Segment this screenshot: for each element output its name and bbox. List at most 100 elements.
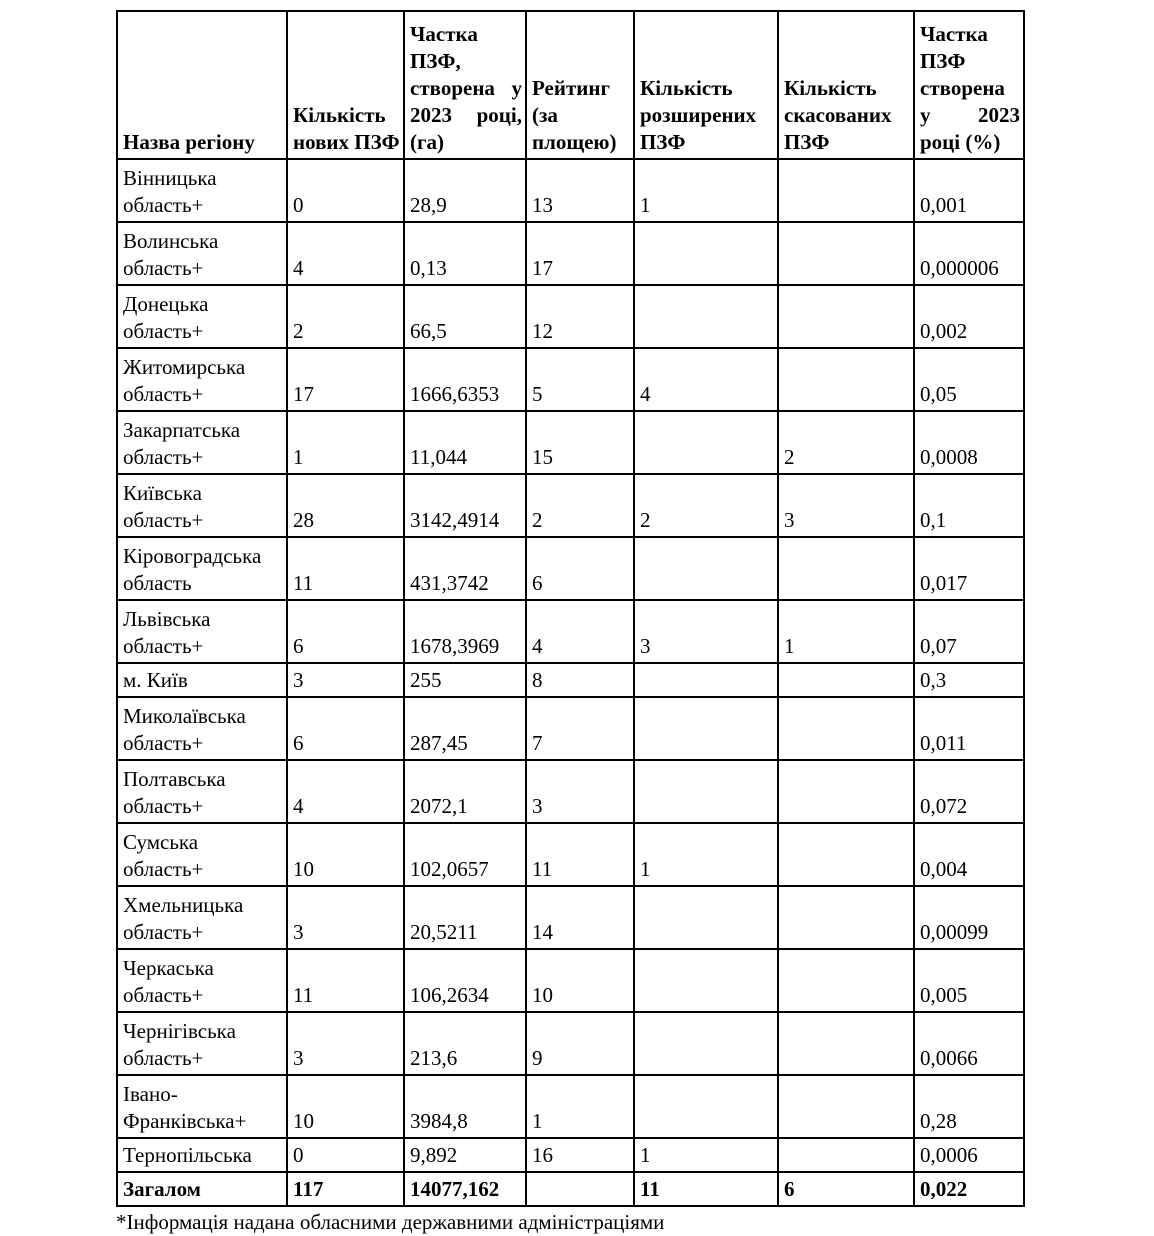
cell-share-percent: 0,00099 [913,885,1025,950]
table-row: Івано-Франківська+ 10 3984,8 1 0,28 [116,1074,1025,1139]
header-row: Назва регіону Кількість нових ПЗФ Частка… [116,10,1025,160]
cell-area-ha: 106,2634 [403,948,527,1013]
cell-area-ha: 3984,8 [403,1074,527,1139]
cell-expanded-count: 1 [633,1137,779,1173]
cell-new-count: 10 [286,1074,405,1139]
cell-new-count: 3 [286,662,405,698]
cell-rating: 8 [525,662,635,698]
cell-cancelled-count [777,759,915,824]
header-expanded-count: Кількість розширених ПЗФ [633,10,779,160]
header-cancelled-count: Кількість скасованих ПЗФ [777,10,915,160]
cell-region: Тернопільська [116,1137,288,1173]
table-row: Кіровоградська область 11 431,3742 6 0,017 [116,536,1025,601]
table-row: Волинська область+ 4 0,13 17 0,000006 [116,221,1025,286]
cell-region: Донецька область+ [116,284,288,349]
cell-share-percent: 0,005 [913,948,1025,1013]
table-row: Вінницька область+ 0 28,9 13 1 0,001 [116,158,1025,223]
cell-cancelled-count [777,284,915,349]
cell-rating: 3 [525,759,635,824]
table-row: Полтавська область+ 4 2072,1 3 0,072 [116,759,1025,824]
cell-rating: 1 [525,1074,635,1139]
cell-rating: 12 [525,284,635,349]
cell-region: Сумська область+ [116,822,288,887]
cell-expanded-count [633,696,779,761]
table-row: Черкаська область+ 11 106,2634 10 0,005 [116,948,1025,1013]
cell-new-count: 4 [286,221,405,286]
cell-expanded-count: 1 [633,158,779,223]
table-row: м. Київ 3 255 8 0,3 [116,662,1025,698]
cell-new-count: 1 [286,410,405,475]
cell-rating: 7 [525,696,635,761]
cell-cancelled-count [777,1074,915,1139]
cell-rating: 4 [525,599,635,664]
header-area-ha: Частка ПЗФ, створена у 2023 році, (га) [403,10,527,160]
table-row: Київська область+ 28 3142,4914 2 2 3 0,1 [116,473,1025,538]
total-rating [525,1171,635,1207]
cell-expanded-count [633,885,779,950]
footnote: *Інформація надана обласними державними … [116,1210,665,1234]
cell-area-ha: 3142,4914 [403,473,527,538]
cell-new-count: 6 [286,696,405,761]
cell-area-ha: 431,3742 [403,536,527,601]
cell-area-ha: 102,0657 [403,822,527,887]
cell-share-percent: 0,3 [913,662,1025,698]
cell-area-ha: 287,45 [403,696,527,761]
cell-share-percent: 0,0006 [913,1137,1025,1173]
table-row: Закарпатська область+ 1 11,044 15 2 0,0008 [116,410,1025,475]
cell-region: Хмельницька область+ [116,885,288,950]
total-area-ha: 14077,162 [403,1171,527,1207]
table-row: Львівська область+ 6 1678,3969 4 3 1 0,07 [116,599,1025,664]
cell-share-percent: 0,0066 [913,1011,1025,1076]
cell-share-percent: 0,011 [913,696,1025,761]
cell-area-ha: 255 [403,662,527,698]
cell-rating: 15 [525,410,635,475]
cell-new-count: 11 [286,948,405,1013]
cell-share-percent: 0,05 [913,347,1025,412]
total-expanded-count: 11 [633,1171,779,1207]
cell-region: Полтавська область+ [116,759,288,824]
cell-new-count: 11 [286,536,405,601]
table-row: Чернігівська область+ 3 213,6 9 0,0066 [116,1011,1025,1076]
cell-expanded-count [633,536,779,601]
table-row: Хмельницька область+ 3 20,5211 14 0,00099 [116,885,1025,950]
cell-rating: 13 [525,158,635,223]
cell-cancelled-count [777,158,915,223]
cell-share-percent: 0,1 [913,473,1025,538]
cell-cancelled-count [777,885,915,950]
cell-region: Волинська область+ [116,221,288,286]
cell-rating: 9 [525,1011,635,1076]
cell-expanded-count [633,410,779,475]
cell-rating: 10 [525,948,635,1013]
cell-area-ha: 28,9 [403,158,527,223]
cell-expanded-count [633,221,779,286]
cell-region: Миколаївська область+ [116,696,288,761]
cell-new-count: 3 [286,1011,405,1076]
cell-cancelled-count [777,1137,915,1173]
cell-expanded-count: 1 [633,822,779,887]
table-row: Тернопільська 0 9,892 16 1 0,0006 [116,1137,1025,1173]
cell-region: м. Київ [116,662,288,698]
cell-rating: 6 [525,536,635,601]
cell-rating: 5 [525,347,635,412]
cell-area-ha: 1678,3969 [403,599,527,664]
cell-area-ha: 1666,6353 [403,347,527,412]
cell-rating: 17 [525,221,635,286]
cell-cancelled-count [777,347,915,412]
cell-expanded-count [633,284,779,349]
total-region: Загалом [116,1171,288,1207]
cell-rating: 16 [525,1137,635,1173]
header-new-count: Кількість нових ПЗФ [286,10,405,160]
cell-new-count: 0 [286,158,405,223]
cell-new-count: 6 [286,599,405,664]
cell-area-ha: 0,13 [403,221,527,286]
cell-expanded-count [633,1011,779,1076]
cell-new-count: 17 [286,347,405,412]
cell-region: Житомирська область+ [116,347,288,412]
cell-region: Львівська область+ [116,599,288,664]
cell-expanded-count [633,948,779,1013]
cell-new-count: 28 [286,473,405,538]
cell-area-ha: 11,044 [403,410,527,475]
cell-area-ha: 2072,1 [403,759,527,824]
cell-rating: 14 [525,885,635,950]
table-row: Житомирська область+ 17 1666,6353 5 4 0,05 [116,347,1025,412]
